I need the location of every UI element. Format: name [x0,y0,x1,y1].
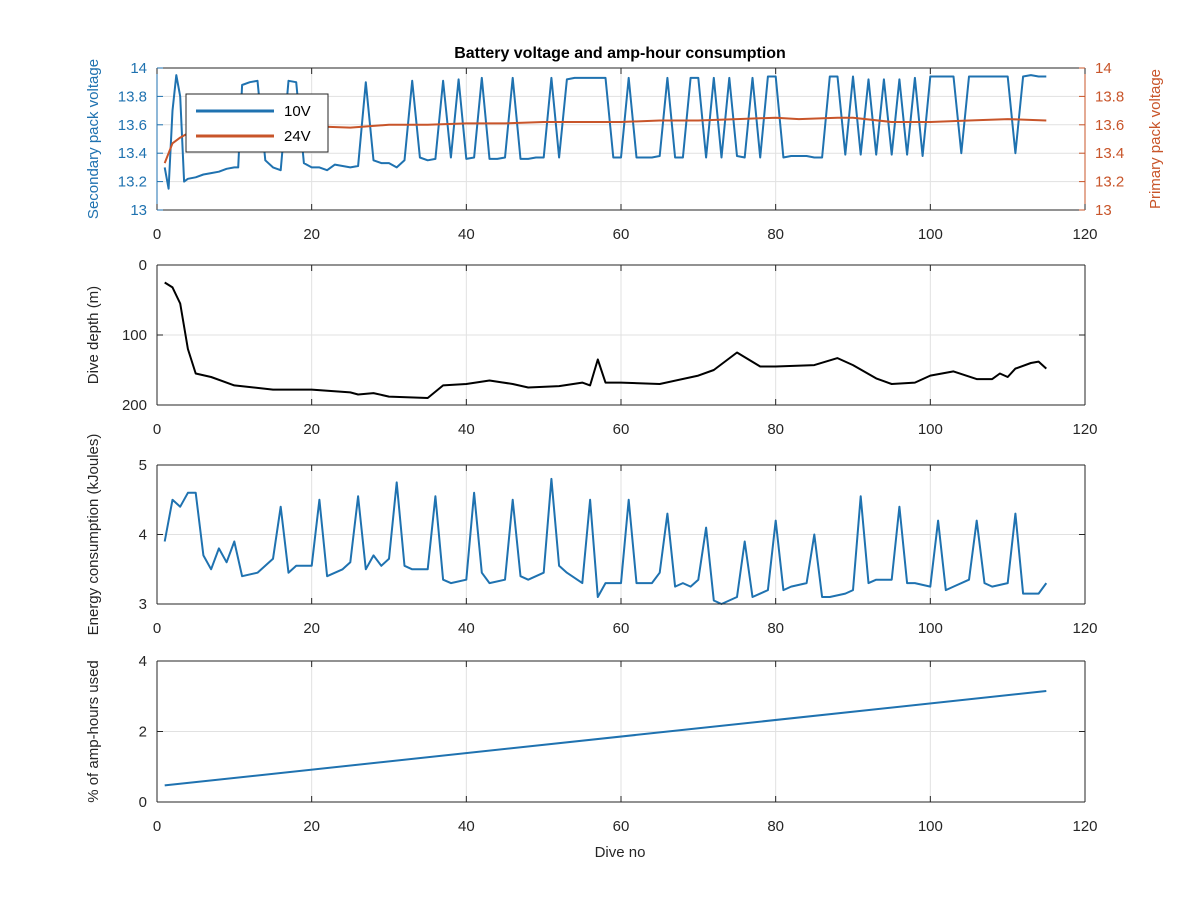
y-tick-label: 13 [130,202,147,219]
y-tick-label: 4 [139,527,147,544]
y-axis-label: % of amp-hours used [85,660,102,803]
x-tick-label: 40 [458,421,475,438]
legend-label-10v: 10V [284,103,311,120]
chart-title: Battery voltage and amp-hour consumption [454,45,786,62]
x-tick-label: 80 [767,226,784,243]
x-tick-label: 0 [153,818,161,835]
legend-box [185,93,329,153]
x-tick-label: 100 [918,620,943,637]
y-axis-label: Secondary pack voltage [85,59,102,219]
subplot-panels: 0 20 40 60 80 100 1201313.213.413.613.8141313.… [85,59,1164,835]
x-tick-label: 120 [1072,818,1097,835]
x-tick-label: 60 [613,818,630,835]
x-tick-label: 80 [767,421,784,438]
subplot-1: 0 20 40 60 80 100 120 13 13.2 13.4 13.6 13.8 14 13 13.… [85,59,1164,243]
series-line-p4-s1 [164,690,1047,787]
x-tick-label: 100 [918,421,943,438]
x-tick-label: 20 [303,620,320,637]
y-tick-label: 4 [139,653,147,670]
y-tick-label-right: 13.8 [1095,88,1124,105]
y-tick-label-right: 13.6 [1095,117,1124,134]
y-tick-label-right: 13.2 [1095,174,1124,191]
x-tick-label: 20 [303,421,320,438]
subplot-2: 0 20 40 60 80 100 120 0 100 200 Dive depth (m) [85,257,1098,438]
y-axis-label: Energy consumption (kJoules) [85,434,102,636]
x-tick-label: 20 [303,226,320,243]
x-tick-label: 80 [767,818,784,835]
y-tick-label: 13.2 [118,174,147,191]
y-tick-label: 2 [139,724,147,741]
y-tick-label: 0 [139,794,147,811]
series-line-p2-s1 [164,281,1047,399]
y-axis-label-right: Primary pack voltage [1147,69,1164,209]
y-tick-label: 0 [139,257,147,274]
y-tick-label: 5 [139,457,147,474]
y-tick-label-right: 14 [1095,60,1112,77]
x-tick-label: 80 [767,620,784,637]
y-tick-label-right: 13 [1095,202,1112,219]
y-tick-label: 13.6 [118,117,147,134]
x-tick-label: 60 [613,421,630,438]
x-tick-label: 120 [1072,620,1097,637]
x-tick-label: 20 [303,818,320,835]
x-tick-label: 40 [458,620,475,637]
y-tick-label: 100 [122,327,147,344]
x-tick-label: 120 [1072,226,1097,243]
y-tick-label: 13.8 [118,88,147,105]
subplot-3: 0 20 40 60 80 100 120 3 4 5 Energy consumption (kJ… [85,434,1098,637]
x-tick-label: 0 [153,620,161,637]
x-tick-label: 0 [153,226,161,243]
y-tick-label: 13.4 [118,145,147,162]
x-tick-label: 60 [613,620,630,637]
y-axis-label: Dive depth (m) [85,286,102,384]
series-line-p3-s1 [163,477,1048,605]
y-tick-label: 14 [130,60,147,77]
x-tick-label: 60 [613,226,630,243]
x-tick-label: 0 [153,421,161,438]
y-tick-label-right: 13.4 [1095,145,1124,162]
legend-label-24v: 24V [284,128,311,145]
x-tick-label: 100 [918,818,943,835]
x-tick-label: 40 [458,226,475,243]
x-tick-label: 100 [918,226,943,243]
subplot-4: 0 20 40 60 80 100 120 0 2 4 % of amp-hours used [85,653,1098,835]
x-tick-label: 120 [1072,421,1097,438]
y-tick-label: 3 [139,596,147,613]
x-tick-label: 40 [458,818,475,835]
x-axis-label: Dive no [595,844,646,861]
y-tick-label: 200 [122,397,147,414]
